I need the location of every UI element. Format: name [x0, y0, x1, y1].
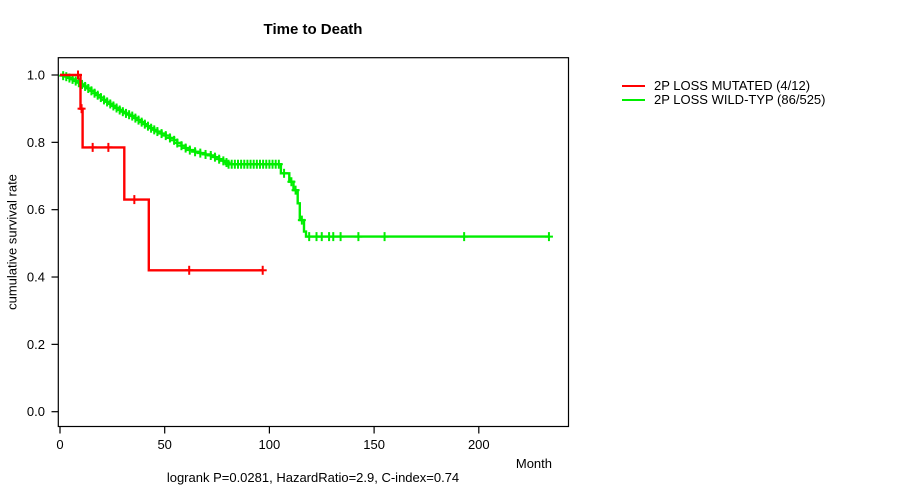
- legend-item-mutated: 2P LOSS MUTATED (4/12): [622, 79, 825, 93]
- stats-annotation: logrank P=0.0281, HazardRatio=2.9, C-ind…: [166, 470, 460, 485]
- legend-item-wildtype: 2P LOSS WILD-TYP (86/525): [622, 93, 825, 107]
- legend-item-label: 2P LOSS MUTATED (4/12): [654, 78, 811, 93]
- survival-curve-mutated: [60, 73, 263, 272]
- series-mutated: [60, 70, 267, 275]
- y-tick-label: 0.0: [27, 404, 45, 419]
- y-axis-title: cumulative survival rate: [4, 174, 20, 310]
- y-tick-label: 0.6: [27, 202, 45, 217]
- survival-curve-wildtype: [60, 73, 549, 238]
- series-wildtype: [59, 71, 553, 242]
- chart-title: Time to Death: [263, 21, 363, 38]
- legend: 2P LOSS MUTATED (4/12) 2P LOSS WILD-TYP …: [622, 79, 825, 107]
- x-axis-title: Month: [515, 456, 552, 471]
- y-axis-ticks: 0.0 0.2 0.4 0.6 0.8 1.0: [27, 68, 59, 419]
- y-tick-label: 0.4: [27, 270, 45, 285]
- y-tick-label: 0.2: [27, 337, 45, 352]
- x-tick-label: 0: [56, 437, 63, 452]
- censor-marks-mutated: [74, 70, 267, 275]
- y-tick-label: 0.8: [27, 135, 45, 150]
- x-tick-label: 100: [259, 437, 281, 452]
- x-tick-label: 200: [468, 437, 490, 452]
- legend-line-swatch-wildtype: [622, 98, 645, 102]
- y-tick-label: 1.0: [27, 68, 45, 83]
- x-axis-ticks: 0 50 100 150 200: [56, 426, 490, 452]
- plot-box: [57, 57, 570, 428]
- legend-line-swatch-mutated: [622, 84, 645, 88]
- censor-marks-wildtype: [59, 71, 553, 242]
- x-tick-label: 150: [363, 437, 385, 452]
- x-tick-label: 50: [157, 437, 171, 452]
- legend-item-label: 2P LOSS WILD-TYP (86/525): [654, 92, 826, 107]
